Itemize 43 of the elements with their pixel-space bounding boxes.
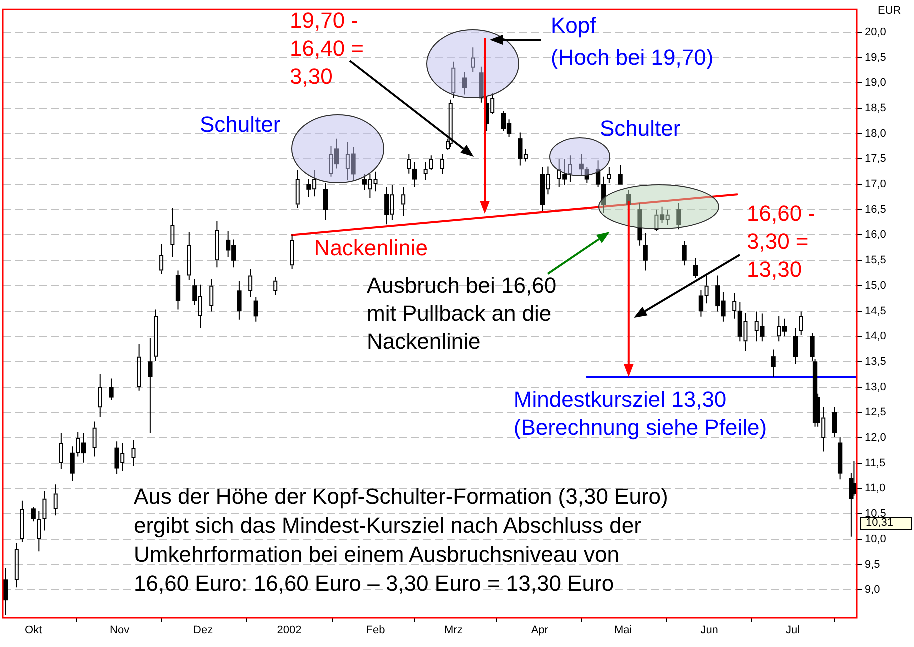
y-tick-label: 17,5 xyxy=(865,153,886,166)
y-tick-label: 15,5 xyxy=(865,254,886,267)
y-tick-label: 10,0 xyxy=(865,533,886,546)
x-tick-label: Mrz xyxy=(444,624,463,637)
annotation: Ausbruch bei 16,60 mit Pullback an die Nackenlinie xyxy=(367,272,557,356)
y-tick-label: 17,0 xyxy=(865,178,886,191)
y-tick-label: 9,5 xyxy=(865,558,880,571)
y-tick-label: 18,5 xyxy=(865,102,886,114)
y-tick-label: 19,0 xyxy=(865,77,886,90)
y-axis-title: EUR xyxy=(878,5,902,18)
x-tick-label: Jul xyxy=(786,624,800,637)
y-tick-label: 16,0 xyxy=(865,229,886,242)
y-tick-label: 15,0 xyxy=(865,280,886,292)
y-tick-label: 12,0 xyxy=(865,432,886,444)
y-tick-label: 14,0 xyxy=(865,330,886,343)
y-tick-label: 18,0 xyxy=(865,128,886,140)
y-tick-label: 20,0 xyxy=(865,26,886,38)
y-tick-label: 14,5 xyxy=(865,305,886,318)
text: 10,31 xyxy=(860,517,912,530)
annotation: Schulter xyxy=(600,115,681,143)
x-tick-label: Apr xyxy=(531,624,549,637)
annotation: Mindestkursziel 13,30 (Berechnung siehe Pfeile) xyxy=(514,386,768,442)
x-tick-label: 2002 xyxy=(277,624,302,637)
x-tick-label: Nov xyxy=(110,624,130,637)
y-tick-label: 13,5 xyxy=(865,356,886,368)
y-tick-label: 11,0 xyxy=(865,482,886,495)
x-tick-label: Dez xyxy=(194,624,214,637)
y-tick-label: 16,5 xyxy=(865,204,886,216)
y-tick-label: 19,5 xyxy=(865,52,886,64)
y-tick-label: 9,0 xyxy=(865,584,880,596)
x-tick-label: Okt xyxy=(25,624,42,637)
y-tick-label: 12,5 xyxy=(865,406,886,419)
y-tick-label: 11,5 xyxy=(865,457,886,470)
y-tick-label: 13,0 xyxy=(865,381,886,394)
series-label: Nackenlinie xyxy=(314,235,428,260)
x-tick-label: Jun xyxy=(700,624,718,637)
annotation: 16,60 - 3,30 = 13,30 xyxy=(747,200,816,284)
annotation: Aus der Höhe der Kopf-Schulter-Formation (3,30 Euro) ergibt sich das Mindest-Kursziel nach Abschluss der Umkehrformation bei einem Ausbruchsniveau von 16,60 Euro: 16,60 Euro – 3,30 Euro = 13,30 Euro xyxy=(134,483,668,598)
annotation: Kopf (Hoch bei 19,70) xyxy=(551,12,714,72)
annotation: 19,70 - 16,40 = 3,30 xyxy=(290,7,364,91)
x-tick-label: Mai xyxy=(614,624,632,637)
x-tick-label: Feb xyxy=(366,624,386,637)
annotation: Schulter xyxy=(200,111,281,139)
